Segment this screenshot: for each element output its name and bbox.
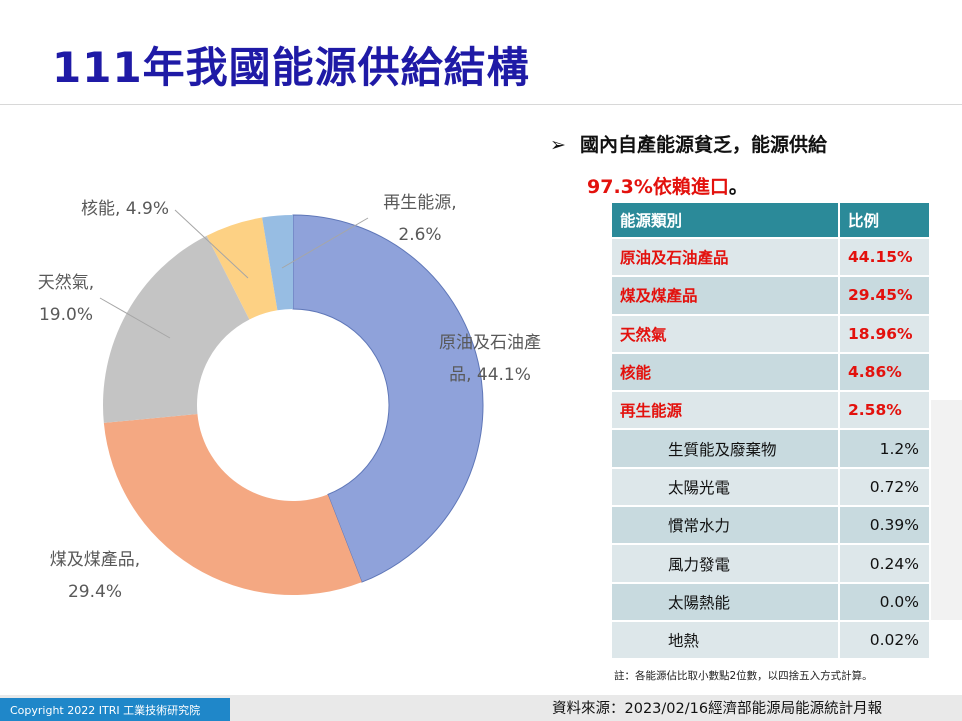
energy-name: 原油及石油產品	[612, 238, 840, 278]
table-subrow: 慣常水力 0.39%	[612, 506, 931, 546]
table-row: 再生能源 2.58%	[612, 391, 931, 431]
donut-slice-4	[262, 215, 293, 311]
footer-brand-strip	[0, 698, 230, 721]
background-decoration	[930, 400, 962, 620]
energy-ratio: 4.86%	[839, 352, 931, 393]
renewable-source-name: 風力發電	[612, 544, 840, 584]
header-ratio: 比例	[839, 203, 931, 239]
table-subrow: 太陽熱能 0.0%	[612, 582, 931, 622]
energy-name: 再生能源	[612, 391, 840, 431]
table-row: 核能 4.86%	[612, 352, 931, 393]
bullet-point-continued: 97.3%依賴進口。	[587, 172, 748, 199]
leader-line-3	[174, 209, 249, 279]
table-header-row: 能源類別 比例	[612, 203, 931, 239]
bullet-text: 國內自產能源貧乏，能源供給	[580, 134, 828, 156]
energy-share-table: 能源類別 比例 原油及石油產品 44.15% 煤及煤產品 29.45% 天然氣 18.…	[612, 203, 931, 661]
rounding-note: 註：各能源佔比取小數點2位數，以四捨五入方式計算。	[614, 670, 873, 682]
leader-line-2	[99, 297, 171, 339]
energy-name: 核能	[612, 352, 840, 393]
renewable-source-name: 生質能及廢棄物	[612, 429, 840, 469]
table-row: 原油及石油產品 44.15%	[612, 238, 931, 278]
table-subrow: 生質能及廢棄物 1.2%	[612, 429, 931, 469]
bullet-end-punct: 。	[728, 176, 748, 198]
renewable-source-ratio: 0.02%	[839, 620, 931, 661]
header-energy-type: 能源類別	[612, 203, 840, 239]
data-source: 資料來源：2023/02/16經濟部能源局能源統計月報	[552, 701, 883, 717]
renewable-source-name: 慣常水力	[612, 506, 840, 546]
donut-slice-1	[103, 414, 362, 596]
renewable-source-ratio: 0.0%	[839, 582, 931, 622]
table-subrow: 風力發電 0.24%	[612, 544, 931, 584]
slice-label-0: 原油及石油產品, 44.1%	[439, 333, 541, 385]
donut-slice-2	[102, 235, 250, 423]
table-row: 天然氣 18.96%	[612, 314, 931, 354]
title-divider	[0, 104, 962, 105]
energy-ratio: 44.15%	[839, 238, 931, 278]
slice-label-3: 核能, 4.9%	[81, 199, 169, 219]
renewable-source-ratio: 1.2%	[839, 429, 931, 469]
table-row: 煤及煤產品 29.45%	[612, 276, 931, 316]
leader-line-4	[281, 217, 369, 269]
energy-ratio: 29.45%	[839, 276, 931, 316]
bullet-point: ➢ 國內自產能源貧乏，能源供給	[550, 130, 827, 157]
table-subrow: 太陽光電 0.72%	[612, 467, 931, 508]
renewable-source-ratio: 0.72%	[839, 467, 931, 508]
renewable-source-name: 太陽熱能	[612, 582, 840, 622]
copyright-text: Copyright 2022 ITRI 工業技術研究院	[10, 704, 201, 717]
renewable-source-name: 地熱	[612, 620, 840, 661]
renewable-source-ratio: 0.24%	[839, 544, 931, 584]
energy-ratio: 2.58%	[839, 391, 931, 431]
slice-label-4: 再生能源, 2.6%	[383, 193, 456, 245]
slice-label-1: 煤及煤產品, 29.4%	[50, 550, 140, 602]
import-dependency-text: 97.3%依賴進口	[587, 176, 729, 198]
table-subrow: 地熱 0.02%	[612, 620, 931, 661]
arrow-bullet-icon: ➢	[550, 134, 566, 156]
donut-chart: 原油及石油產品, 44.1% 煤及煤產品, 29.4% 天然氣, 19.0% 核能, 4.…	[38, 193, 541, 602]
energy-name: 煤及煤產品	[612, 276, 840, 316]
energy-ratio: 18.96%	[839, 314, 931, 354]
donut-slice-0	[292, 214, 484, 583]
donut-slice-3	[206, 217, 278, 320]
page-title: 111年我國能源供給結構	[52, 43, 530, 92]
renewable-source-name: 太陽光電	[612, 467, 840, 508]
energy-name: 天然氣	[612, 314, 840, 354]
slice-label-2: 天然氣, 19.0%	[38, 273, 94, 325]
renewable-source-ratio: 0.39%	[839, 506, 931, 546]
